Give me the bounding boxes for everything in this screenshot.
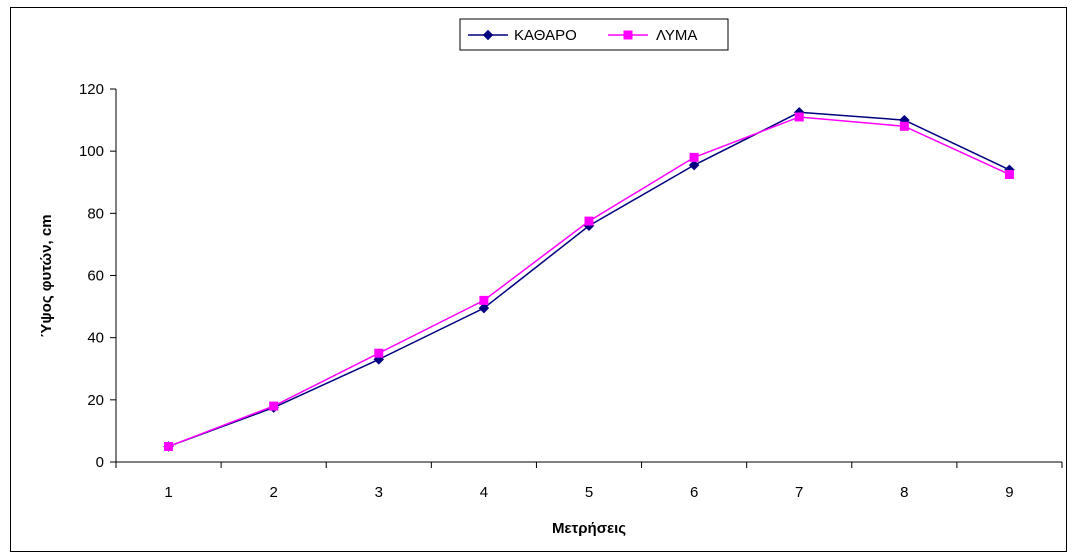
legend-label: ΛΥΜΑ (656, 27, 697, 44)
x-tick-label: 3 (375, 484, 383, 501)
data-point-square (374, 348, 384, 358)
x-tick-label: 5 (585, 484, 593, 501)
series-line (168, 116, 1010, 448)
data-point-diamond (688, 159, 700, 171)
axes (115, 89, 1062, 463)
series-line (168, 111, 1010, 448)
y-tick-label: 20 (87, 392, 104, 409)
legend-label: ΚΑΘΑΡΟ (514, 27, 577, 44)
x-ticks: 1 2 3 4 5 6 7 8 9 (115, 462, 1063, 501)
y-ticks: 0 20 40 60 80 100 120 (79, 81, 116, 471)
data-point-square (479, 295, 489, 305)
x-tick-label: 9 (1005, 484, 1013, 501)
data-point-square (899, 121, 909, 131)
x-tick-label: 2 (269, 484, 277, 501)
series-1 (163, 106, 1015, 452)
y-tick-label: 60 (87, 268, 104, 285)
x-axis-title: Μετρήσεις (552, 520, 626, 537)
data-point-square (794, 112, 804, 122)
y-tick-label: 0 (96, 454, 104, 471)
y-tick-label: 100 (79, 143, 104, 160)
data-point-square (1004, 169, 1014, 179)
y-tick-label: 120 (79, 81, 104, 98)
series-layer (163, 106, 1015, 452)
x-tick-label: 6 (690, 484, 698, 501)
data-point-square (164, 441, 174, 451)
data-point-square (689, 152, 699, 162)
x-tick-label: 8 (900, 484, 908, 501)
legend-item: ΛΥΜΑ (608, 27, 697, 44)
legend-marker-square (623, 30, 633, 40)
data-point-square (269, 401, 279, 411)
data-point-diamond (478, 302, 490, 314)
x-tick-label: 1 (164, 484, 172, 501)
y-tick-label: 80 (87, 205, 104, 222)
series-2 (164, 112, 1014, 451)
data-point-square (584, 216, 594, 226)
x-tick-label: 4 (480, 484, 488, 501)
x-tick-label: 7 (795, 484, 803, 501)
legend: ΚΑΘΑΡΟ ΛΥΜΑ (459, 18, 729, 51)
legend-marker-diamond (482, 29, 494, 41)
legend-item: ΚΑΘΑΡΟ (468, 27, 577, 44)
chart-area (10, 7, 1067, 552)
y-axis-title: Ύψος φυτών, cm (38, 214, 55, 337)
y-tick-label: 40 (87, 330, 104, 347)
